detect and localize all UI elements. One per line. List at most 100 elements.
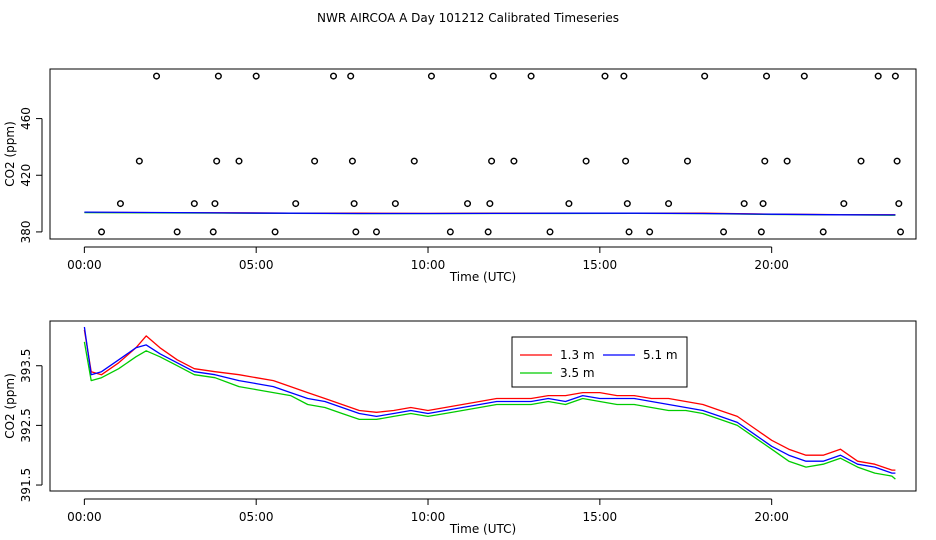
scatter-point <box>763 72 771 80</box>
scatter-point <box>484 228 492 236</box>
legend: 1.3 m 5.1 m 3.5 m <box>511 336 688 388</box>
bottom-series-5-1-m <box>83 326 896 474</box>
scatter-point <box>489 72 497 80</box>
top-series-5-1-m <box>84 211 896 216</box>
scatter-point <box>625 228 633 236</box>
scatter-point <box>622 157 630 165</box>
bottom-x-tick-label: 05:00 <box>239 510 274 524</box>
top-x-tick-label: 20:00 <box>754 258 789 272</box>
scatter-point <box>211 200 219 208</box>
scatter-point <box>209 228 217 236</box>
bottom-series-3-5-m <box>83 341 896 480</box>
scatter-point <box>565 200 573 208</box>
legend-label-3-5m: 3.5 m <box>560 366 595 380</box>
scatter-point <box>893 157 901 165</box>
top-y-tick-label: 380 <box>19 220 33 243</box>
scatter-point <box>347 72 355 80</box>
scatter-point <box>874 72 882 80</box>
scatter-point <box>759 200 767 208</box>
scatter-point <box>252 72 260 80</box>
legend-box <box>511 336 688 388</box>
top-y-tick-label: 460 <box>19 107 33 130</box>
scatter-point <box>235 157 243 165</box>
top-x-tick-label: 10:00 <box>411 258 446 272</box>
scatter-point <box>153 72 161 80</box>
bottom-x-tick-label: 15:00 <box>583 510 618 524</box>
top-y-axis-label: CO2 (ppm) <box>3 121 17 187</box>
scatter-point <box>800 72 808 80</box>
scatter-point <box>623 200 631 208</box>
top-y-tick-label: 420 <box>19 164 33 187</box>
scatter-point <box>352 228 360 236</box>
bottom-y-tick-label: 393.5 <box>19 349 33 383</box>
top-panel: 380 420 460 00:00 05:00 10:00 15:00 20:00 Time… <box>3 68 917 284</box>
scatter-point <box>391 200 399 208</box>
scatter-point <box>190 200 198 208</box>
scatter-point <box>740 200 748 208</box>
scatter-point <box>683 157 691 165</box>
scatter-point <box>720 228 728 236</box>
scatter-point <box>372 228 380 236</box>
scatter-point <box>214 72 222 80</box>
scatter-point <box>350 200 358 208</box>
top-scatter-points <box>98 72 905 236</box>
scatter-point <box>601 72 609 80</box>
scatter-point <box>98 228 106 236</box>
scatter-point <box>486 200 494 208</box>
scatter-point <box>761 157 769 165</box>
scatter-point <box>464 200 472 208</box>
scatter-point <box>488 157 496 165</box>
scatter-point <box>510 157 518 165</box>
scatter-point <box>271 228 279 236</box>
bottom-x-tick-label: 00:00 <box>67 510 102 524</box>
top-x-axis-label: Time (UTC) <box>449 270 516 284</box>
scatter-point <box>857 157 865 165</box>
bottom-x-tick-label: 20:00 <box>754 510 789 524</box>
top-plot-frame <box>49 68 917 240</box>
scatter-point <box>213 157 221 165</box>
bottom-y-axis-label: CO2 (ppm) <box>3 373 17 439</box>
scatter-point <box>757 228 765 236</box>
scatter-point <box>311 157 319 165</box>
scatter-point <box>895 200 903 208</box>
bottom-x-axis-label: Time (UTC) <box>449 522 516 536</box>
bottom-plot-frame <box>49 320 917 492</box>
bottom-x-tick-label: 10:00 <box>411 510 446 524</box>
bottom-y-tick-label: 392.5 <box>19 408 33 442</box>
scatter-point <box>665 200 673 208</box>
scatter-point <box>173 228 181 236</box>
scatter-point <box>116 200 124 208</box>
scatter-point <box>135 157 143 165</box>
scatter-point <box>701 72 709 80</box>
legend-label-5-1m: 5.1 m <box>643 348 678 362</box>
scatter-point <box>891 72 899 80</box>
bottom-x-axis: 00:00 05:00 10:00 15:00 20:00 <box>67 498 789 524</box>
scatter-point <box>582 157 590 165</box>
top-x-tick-label: 15:00 <box>583 258 618 272</box>
top-x-tick-label: 05:00 <box>239 258 274 272</box>
scatter-point <box>620 72 628 80</box>
scatter-point <box>410 157 418 165</box>
legend-label-1-3m: 1.3 m <box>560 348 595 362</box>
scatter-point <box>446 228 454 236</box>
scatter-point <box>897 228 905 236</box>
scatter-point <box>819 228 827 236</box>
scatter-point <box>546 228 554 236</box>
bottom-series-1-3-m <box>83 329 896 471</box>
scatter-point <box>330 72 338 80</box>
top-y-axis: 380 420 460 <box>19 107 43 243</box>
top-x-axis: 00:00 05:00 10:00 15:00 20:00 <box>67 246 789 272</box>
bottom-panel: 391.5 392.5 393.5 00:00 05:00 10:00 15:00 20:0… <box>3 320 917 536</box>
scatter-point <box>292 200 300 208</box>
bottom-y-axis: 391.5 392.5 393.5 <box>19 349 43 502</box>
scatter-point <box>427 72 435 80</box>
top-series-lines <box>84 211 896 216</box>
scatter-point <box>527 72 535 80</box>
scatter-point <box>783 157 791 165</box>
scatter-point <box>348 157 356 165</box>
scatter-point <box>840 200 848 208</box>
bottom-y-tick-label: 391.5 <box>19 468 33 502</box>
top-x-tick-label: 00:00 <box>67 258 102 272</box>
bottom-series-lines <box>83 326 896 480</box>
